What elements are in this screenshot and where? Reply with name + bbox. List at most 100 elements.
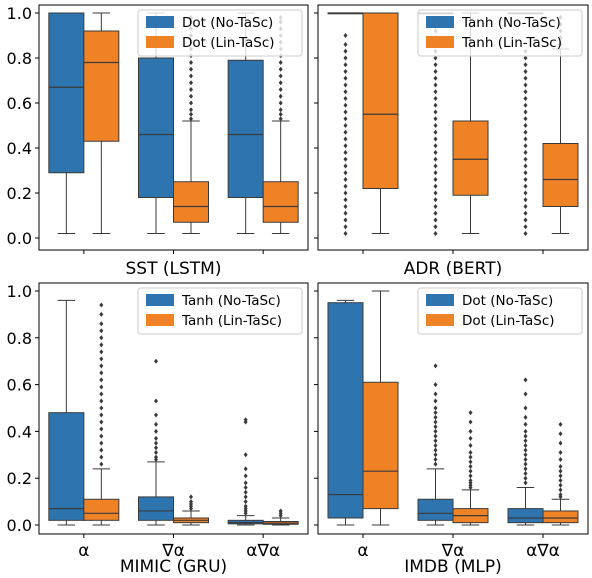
box-outlier xyxy=(523,231,528,236)
box-outlier xyxy=(433,136,438,142)
box-outlier xyxy=(433,447,438,453)
legend-frame xyxy=(137,287,303,335)
panel-adr-bert-title: ADR (BERT) xyxy=(404,259,503,279)
box-outlier xyxy=(523,442,528,448)
box-outlier xyxy=(558,473,563,479)
box-iqr xyxy=(362,381,399,510)
box-outlier xyxy=(189,73,193,79)
box-outlier xyxy=(433,116,438,122)
y-tick-label: 0.0 xyxy=(7,229,32,248)
box-outlier xyxy=(523,190,528,196)
box-outlier xyxy=(523,82,528,88)
box-outlier xyxy=(523,109,528,115)
box-outlier xyxy=(99,370,104,376)
legend-label-no-tasc: Tanh (No-TaSc) xyxy=(461,15,561,31)
y-tick-label: 0.2 xyxy=(7,469,32,488)
box-outlier xyxy=(243,499,248,505)
box-outlier xyxy=(243,489,248,495)
box-outlier xyxy=(523,377,528,383)
legend-swatch-lin-tasc xyxy=(146,314,174,326)
y-tick-label: 0.6 xyxy=(7,94,32,113)
box-outlier xyxy=(433,197,438,203)
box-outlier xyxy=(558,431,563,437)
box-outlier xyxy=(99,433,104,439)
box-iqr xyxy=(542,510,579,524)
box-outlier xyxy=(523,421,528,427)
box-outlier xyxy=(243,417,248,423)
box-outlier xyxy=(343,48,348,54)
box-outlier xyxy=(278,60,283,65)
box-outlier xyxy=(433,363,438,369)
box-outlier xyxy=(343,150,348,155)
box-outlier xyxy=(468,435,473,441)
box-outlier xyxy=(154,449,158,455)
box-outlier xyxy=(433,419,438,425)
legend-swatch-no-tasc xyxy=(146,16,174,28)
box-outlier xyxy=(154,412,158,418)
box-outlier xyxy=(343,89,348,95)
box-outlier xyxy=(343,116,348,122)
box-outlier xyxy=(523,391,528,397)
box-outlier xyxy=(558,421,563,427)
box-outlier xyxy=(343,82,348,88)
box-outlier xyxy=(523,475,528,481)
box-iqr xyxy=(138,496,174,521)
panel-sst-lstm-y-axis: 0.0 0.2 0.4 0.6 0.8 1.0 xyxy=(7,4,39,248)
box-outlier xyxy=(433,96,438,101)
legend-frame xyxy=(417,9,583,57)
box-iqr xyxy=(48,12,85,174)
box-outlier xyxy=(523,89,528,95)
box-outlier xyxy=(468,464,473,469)
box-outlier xyxy=(523,116,528,122)
panel-imdb-mlp-title: IMDB (MLP) xyxy=(404,557,502,577)
box-outlier xyxy=(433,231,438,236)
box-outlier xyxy=(343,163,348,169)
box-outlier xyxy=(433,204,438,209)
y-tick-label: 0.6 xyxy=(7,376,32,395)
box-outlier xyxy=(433,461,438,467)
box-outlier xyxy=(523,75,528,81)
box-outlier xyxy=(99,447,104,453)
box-iqr xyxy=(417,498,454,521)
box-outlier xyxy=(558,478,563,484)
box-outlier xyxy=(278,111,283,117)
box-outlier xyxy=(189,116,193,122)
box-iqr xyxy=(262,181,299,223)
box-outlier xyxy=(523,447,528,453)
panel-sst-lstm: 0.0 0.2 0.4 0.6 0.8 1.0 Dot (No-TaSc) Dot (Li… xyxy=(7,4,309,279)
box-outlier xyxy=(99,342,104,348)
box-iqr xyxy=(452,120,489,196)
box-outlier xyxy=(343,109,348,115)
box-outlier xyxy=(99,302,104,308)
box-outlier xyxy=(433,123,438,128)
box-outlier xyxy=(468,468,473,474)
legend-frame xyxy=(137,9,303,57)
box-outlier xyxy=(558,440,563,446)
legend-swatch-no-tasc xyxy=(426,16,454,28)
box-outlier xyxy=(243,480,248,486)
box-outlier xyxy=(99,405,104,411)
box-outlier xyxy=(523,405,528,411)
box-outlier xyxy=(99,419,104,425)
y-tick-label: 0.8 xyxy=(7,49,32,68)
box-outlier xyxy=(558,482,563,488)
box-outlier xyxy=(343,224,348,230)
box-outlier xyxy=(523,197,528,203)
box-outlier xyxy=(343,129,348,135)
box-outlier xyxy=(99,328,104,334)
box-outlier xyxy=(433,177,438,182)
box-outlier xyxy=(154,358,158,364)
box-iqr xyxy=(138,57,174,198)
box-outlier xyxy=(343,231,348,236)
box-outlier xyxy=(189,499,193,505)
panel-mimic-gru-title: MIMIC (GRU) xyxy=(120,557,227,577)
panel-sst-lstm-title: SST (LSTM) xyxy=(126,259,222,279)
panel-sst-lstm-x-axis xyxy=(83,250,264,254)
box-outlier xyxy=(154,454,158,460)
box-outlier xyxy=(243,473,248,479)
box-outlier xyxy=(433,102,438,108)
box-iqr xyxy=(227,59,264,198)
box-outlier xyxy=(523,163,528,169)
box-outlier xyxy=(189,100,193,106)
box-outlier xyxy=(523,69,528,74)
